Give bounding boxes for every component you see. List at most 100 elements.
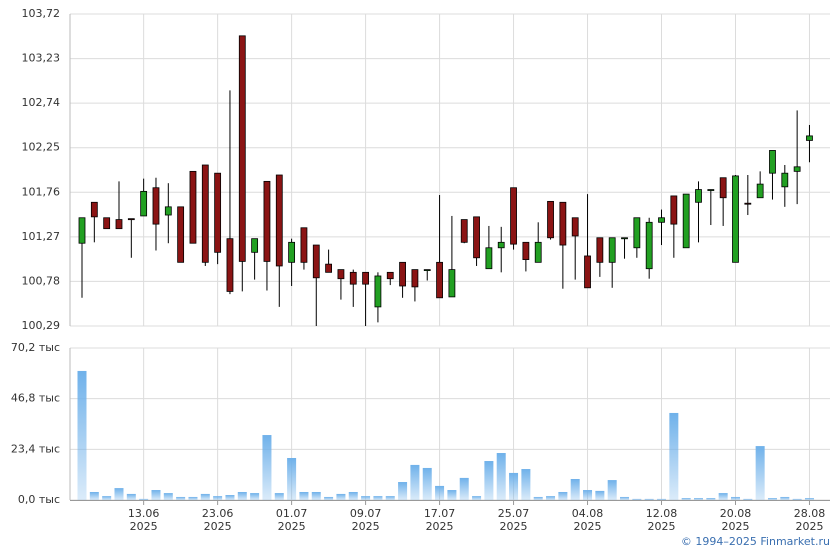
volume-bar	[385, 496, 395, 500]
candle-body	[127, 218, 135, 221]
candle-body	[288, 241, 296, 263]
volume-bar	[398, 482, 408, 500]
y-tick-label: 100,78	[22, 274, 61, 287]
x-tick-label: 23.06 2025	[201, 507, 234, 533]
y-tick-label: 70,2 тыс	[11, 341, 60, 354]
volume-bar	[200, 493, 210, 500]
y-tick-label: 23,4 тыс	[11, 442, 60, 455]
y-tick-label: 103,23	[22, 52, 61, 65]
candle-body	[275, 174, 283, 267]
volume-bar	[139, 498, 149, 500]
x-tick-label: 17.07 2025	[423, 507, 456, 533]
volume-bar	[373, 496, 383, 500]
candle-body	[140, 190, 148, 217]
y-tick-label: 0,0 тыс	[18, 493, 60, 506]
candle-body	[596, 237, 604, 263]
y-tick-label: 103,72	[22, 7, 61, 20]
x-tick-label: 04.08 2025	[571, 507, 604, 533]
candle-body	[769, 150, 776, 174]
candle-body	[374, 275, 382, 308]
volume-bar	[262, 435, 272, 500]
volume-bar	[102, 496, 112, 500]
candle-body	[571, 217, 579, 237]
candle-body	[386, 271, 394, 280]
volume-bar	[89, 491, 99, 500]
volume-bar	[447, 490, 457, 500]
volume-bar	[755, 446, 765, 500]
candle-body	[719, 177, 727, 199]
candle-body	[226, 238, 234, 292]
candle-body	[485, 247, 493, 270]
x-tick-label: 01.07 2025	[275, 507, 308, 533]
candle-body	[337, 269, 345, 280]
candle-body	[534, 241, 542, 263]
candle-body	[497, 241, 505, 249]
candle-body	[781, 172, 789, 188]
candle-body	[510, 187, 517, 245]
y-tick-label: 102,25	[22, 141, 61, 154]
volume-bar	[151, 490, 161, 500]
candle-body	[214, 172, 222, 253]
volume-bar	[607, 480, 617, 500]
y-tick-label: 101,27	[22, 230, 61, 243]
candle-body	[312, 244, 320, 279]
volume-bar	[669, 412, 679, 500]
candle-body	[460, 219, 468, 243]
x-tick-label: 09.07 2025	[349, 507, 382, 533]
candle-body	[522, 241, 530, 260]
candle-body	[658, 217, 665, 223]
candle-body	[621, 237, 628, 240]
volume-bar	[435, 485, 445, 500]
x-tick-label: 13.06 2025	[127, 507, 160, 533]
candle-body	[682, 193, 690, 249]
candle-body	[103, 217, 111, 230]
candle-body	[90, 201, 98, 218]
y-tick-label: 100,29	[22, 319, 61, 332]
candle-body	[645, 221, 653, 270]
volume-bar	[509, 472, 519, 500]
x-tick-label: 20.08 2025	[719, 507, 752, 533]
volume-bar	[484, 461, 494, 500]
volume-bar	[694, 498, 703, 500]
volume-bar	[299, 491, 309, 500]
candle-body	[201, 164, 209, 263]
volume-bar	[743, 498, 753, 500]
candle-body	[744, 202, 752, 205]
volume-bar	[188, 496, 198, 500]
candle-body	[608, 237, 616, 263]
candle-body	[448, 269, 456, 298]
volume-bar	[681, 498, 691, 500]
volume-bar	[163, 493, 173, 500]
x-tick-label: 12.08 2025	[645, 507, 678, 533]
volume-bar	[558, 491, 568, 500]
volume-bar	[348, 491, 358, 500]
candle-body	[559, 201, 567, 246]
volume-bar	[632, 498, 642, 500]
candle-body	[238, 35, 246, 262]
volume-bar	[644, 498, 654, 500]
volume-bar	[620, 496, 630, 500]
volume-bar	[472, 496, 482, 500]
candle-body	[806, 135, 813, 141]
volume-bar	[77, 370, 87, 500]
candle-body	[189, 170, 197, 244]
candle-body	[756, 183, 764, 199]
volume-bar	[595, 490, 605, 500]
volume-bar	[213, 496, 223, 500]
y-tick-label: 101,76	[22, 185, 61, 198]
volume-bar	[176, 496, 186, 500]
candle-body	[164, 206, 172, 216]
candle-body	[251, 238, 259, 253]
candle-body	[349, 271, 357, 285]
candle-body	[263, 180, 271, 262]
volume-bar	[237, 491, 247, 500]
volume-bar	[718, 493, 728, 500]
volume-bar	[780, 496, 790, 500]
volume-bar	[533, 496, 543, 500]
candle-body	[399, 261, 406, 287]
candle-body	[362, 271, 369, 285]
volume-bar	[422, 467, 432, 500]
candle-body	[473, 216, 480, 259]
